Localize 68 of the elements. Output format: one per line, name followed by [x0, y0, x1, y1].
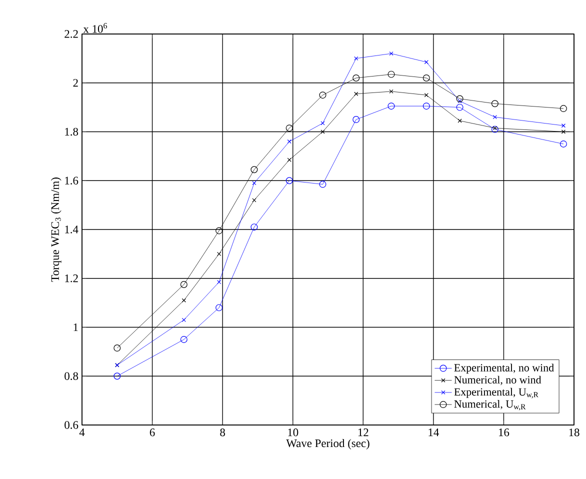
point	[389, 89, 394, 94]
point	[456, 95, 464, 102]
point	[389, 51, 394, 56]
y-tick-label: 1.2	[65, 274, 78, 282]
point	[216, 252, 222, 256]
point	[491, 126, 498, 133]
point	[319, 180, 326, 188]
x-tick-label: 16	[498, 428, 510, 436]
y-tick-label: 0.6	[64, 421, 78, 429]
point	[182, 298, 186, 302]
x-axis-title: Wave Period (sec)	[286, 439, 370, 450]
point	[492, 115, 497, 120]
point	[320, 121, 325, 126]
point	[352, 74, 360, 82]
point	[216, 227, 223, 234]
point	[286, 177, 293, 184]
point	[560, 105, 567, 112]
point	[216, 280, 222, 284]
point	[458, 118, 462, 123]
point	[388, 102, 395, 110]
point	[388, 70, 395, 78]
y-tick-label: 2.2	[64, 30, 78, 38]
point	[424, 93, 428, 98]
x-tick-label: 18	[569, 428, 580, 436]
point	[560, 140, 567, 148]
point	[114, 344, 121, 352]
point	[320, 130, 325, 134]
y-tick-label: 1.6	[65, 176, 78, 184]
point	[250, 224, 258, 231]
point	[287, 158, 292, 162]
x-tick-label: 8	[220, 428, 226, 436]
point	[352, 116, 360, 124]
y-tick-label: 1.8	[65, 128, 78, 136]
x-tick-label: 14	[428, 428, 439, 436]
point	[422, 102, 430, 110]
point	[354, 92, 358, 96]
x-tick-label: 10	[288, 428, 298, 436]
x-tick-label: 12	[358, 428, 368, 436]
text: x 10$^{6}$	[83, 23, 108, 33]
point	[250, 166, 258, 174]
legend-label: Experimental, no wind	[454, 364, 554, 374]
point	[216, 304, 223, 312]
point	[456, 104, 464, 111]
point	[252, 198, 256, 202]
point	[319, 92, 326, 99]
point	[180, 280, 188, 288]
x-tick-label: 6	[150, 428, 155, 436]
point	[491, 100, 498, 108]
legend-label: Experimental, U$_{w,R}$	[454, 388, 538, 398]
point	[287, 139, 292, 144]
y-tick-label: 2	[73, 79, 78, 87]
point	[424, 60, 428, 64]
point	[114, 372, 121, 380]
point	[182, 318, 186, 322]
legend-label: Numerical, U$_{w,R}$	[454, 400, 526, 410]
y-tick-label: 1	[74, 323, 78, 332]
point	[252, 181, 256, 186]
legend-label: Numerical, no wind	[454, 376, 542, 386]
x-tick-label: 4	[79, 428, 85, 436]
y-axis-title: Torque WEC$_{3}$ (Nm/m)	[50, 178, 62, 282]
y-tick-label: 0.8	[64, 372, 78, 380]
point	[354, 56, 358, 60]
point	[286, 124, 293, 132]
point	[492, 126, 497, 130]
point	[422, 74, 430, 82]
point	[458, 99, 462, 104]
point	[180, 336, 188, 343]
y-tick-label: 1.4	[65, 226, 78, 234]
